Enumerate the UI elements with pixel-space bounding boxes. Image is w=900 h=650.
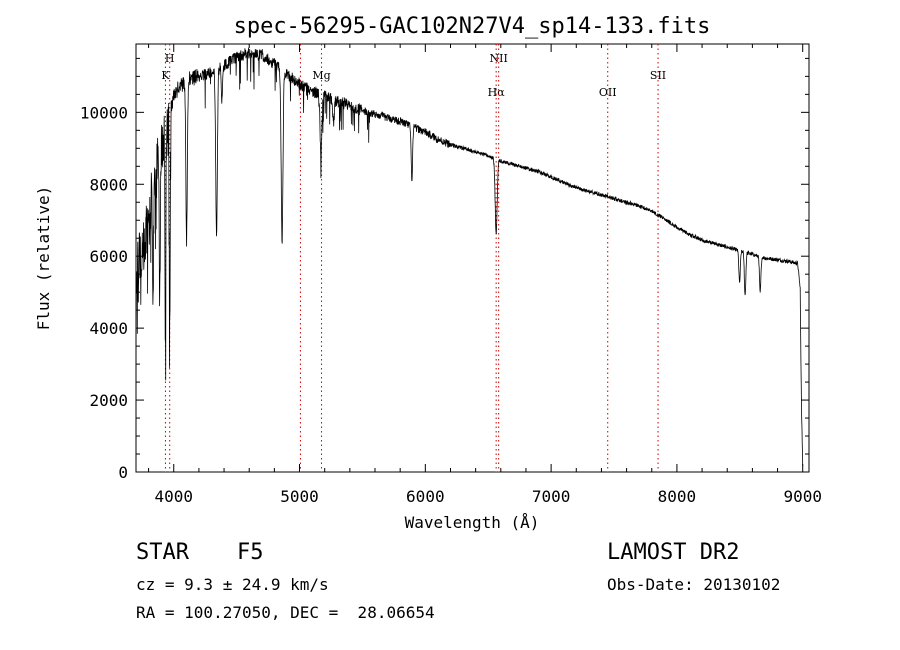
emission-line-markers: KH Mg Hα NII OII SII	[161, 44, 666, 472]
line-marker-label: NII	[490, 52, 508, 65]
y-tick-label: 0	[118, 463, 128, 482]
object-class: STAR	[136, 540, 189, 565]
line-marker-label: H	[165, 52, 175, 65]
y-axis-label: Flux (relative)	[34, 186, 53, 331]
spectrum-line	[135, 47, 804, 467]
redshift-text: cz = 9.3 ± 24.9 km/s	[136, 575, 329, 594]
x-tick-label: 8000	[658, 487, 697, 506]
y-tick-label: 8000	[89, 175, 128, 194]
x-tick-label: 6000	[406, 487, 445, 506]
x-tick-label: 7000	[532, 487, 571, 506]
y-tick-label: 2000	[89, 391, 128, 410]
line-marker-label: Mg	[312, 69, 330, 82]
coordinates-text: RA = 100.27050, DEC = 28.06654	[136, 603, 435, 622]
line-marker-label: K	[161, 69, 170, 82]
obs-date-text: Obs-Date: 20130102	[607, 575, 781, 594]
x-tick-label: 5000	[280, 487, 319, 506]
line-marker-label: SII	[650, 69, 666, 82]
y-tick-label: 10000	[80, 103, 128, 122]
x-tick-label: 4000	[154, 487, 193, 506]
y-tick-label: 6000	[89, 247, 128, 266]
line-marker-label: Hα	[488, 86, 506, 99]
chart-title: spec-56295-GAC102N27V4_sp14-133.fits	[234, 14, 711, 39]
plot-frame	[135, 43, 810, 473]
x-axis-label: Wavelength (Å)	[405, 513, 540, 532]
object-subclass: F5	[237, 540, 264, 565]
x-tick-label: 9000	[783, 487, 822, 506]
line-marker-label: OII	[599, 86, 617, 99]
axis-ticks: 4000 5000 6000 7000 8000 9000 0 2000 4000 6000 800…	[80, 44, 822, 506]
survey-name: LAMOST DR2	[607, 540, 740, 565]
y-tick-label: 4000	[89, 319, 128, 338]
